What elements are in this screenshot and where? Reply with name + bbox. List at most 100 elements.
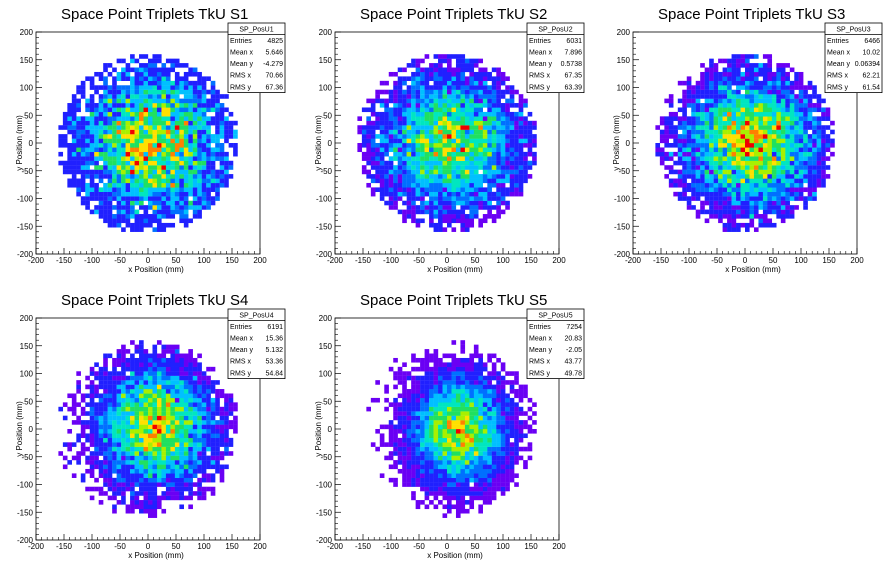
histogram-bin <box>762 107 768 113</box>
y-tick-label: -50 <box>618 167 630 176</box>
histogram-bin <box>429 67 434 73</box>
histogram-bin <box>170 125 176 130</box>
histogram-bin <box>731 178 737 184</box>
histogram-bin <box>469 111 475 117</box>
histogram-bin <box>532 156 537 161</box>
histogram-bin <box>402 107 407 113</box>
histogram-bin <box>713 200 719 206</box>
histogram-bin <box>411 491 416 496</box>
histogram-bin <box>134 76 140 81</box>
histogram-bin <box>429 187 434 192</box>
histogram-bin <box>411 76 416 81</box>
histogram-bin <box>496 182 501 188</box>
histogram-bin <box>745 107 750 113</box>
histogram-bin <box>415 174 421 179</box>
histogram-bin <box>455 76 461 81</box>
histogram-bin <box>794 80 799 86</box>
histogram-bin <box>482 125 488 130</box>
histogram-bin <box>67 169 72 175</box>
histogram-bin <box>112 508 117 514</box>
histogram-bin <box>402 214 407 219</box>
histogram-bin <box>821 125 826 130</box>
histogram-bin <box>794 129 799 135</box>
histogram-bin <box>170 196 176 201</box>
histogram-bin <box>438 178 443 184</box>
histogram-bin <box>192 103 198 108</box>
histogram-bin <box>406 76 412 81</box>
histogram-bin <box>98 143 104 148</box>
histogram-bin <box>112 437 117 443</box>
histogram-bin <box>478 165 483 170</box>
histogram-bin <box>192 371 198 376</box>
histogram-bin <box>433 178 439 184</box>
histogram-bin <box>188 200 193 206</box>
histogram-bin <box>148 513 153 518</box>
histogram-bin <box>103 191 108 197</box>
histogram-bin <box>197 111 202 117</box>
histogram-bin <box>509 191 515 197</box>
histogram-bin <box>165 147 171 153</box>
histogram-bin <box>103 67 108 73</box>
histogram-bin <box>228 160 234 166</box>
histogram-bin <box>183 134 189 139</box>
histogram-bin <box>215 125 220 130</box>
histogram-bin <box>668 98 674 104</box>
histogram-bin <box>201 111 207 117</box>
y-tick-label: 50 <box>323 111 332 120</box>
histogram-bin <box>219 455 225 461</box>
histogram-bin <box>397 143 403 148</box>
histogram-bin <box>762 98 768 104</box>
histogram-bin <box>125 169 131 175</box>
histogram-bin <box>487 107 492 113</box>
histogram-bin <box>116 200 122 206</box>
histogram-bin <box>718 129 723 135</box>
histogram-bin <box>514 165 519 170</box>
histogram-bin <box>473 71 479 77</box>
histogram-bin <box>411 218 416 224</box>
histogram-bin <box>215 424 220 430</box>
histogram-bin <box>161 67 167 73</box>
histogram-bin <box>183 451 189 456</box>
histogram-bin <box>134 178 140 184</box>
histogram-bin <box>107 200 113 206</box>
histogram-bin <box>745 67 750 73</box>
histogram-bin <box>411 196 416 201</box>
histogram-bin <box>375 165 380 170</box>
histogram-bin <box>460 125 466 130</box>
histogram-bin <box>406 129 412 135</box>
histogram-bin <box>745 138 750 144</box>
histogram-bin <box>179 429 184 434</box>
histogram-bin <box>677 174 683 179</box>
histogram-bin <box>98 85 104 90</box>
histogram-bin <box>438 156 443 161</box>
histogram-bin <box>152 357 158 363</box>
histogram-bin <box>509 129 515 135</box>
histogram-bin <box>174 442 180 447</box>
histogram-bin <box>103 187 108 192</box>
histogram-bin <box>98 371 104 376</box>
x-tick-label: -150 <box>653 256 670 265</box>
histogram-bin <box>210 200 216 206</box>
histogram-bin <box>402 147 407 153</box>
histogram-bin <box>798 85 804 90</box>
histogram-bin <box>179 187 184 192</box>
histogram-bin <box>677 182 683 188</box>
histogram-bin <box>438 76 443 81</box>
histogram-bin <box>505 178 510 184</box>
histogram-bin <box>156 54 162 59</box>
histogram-bin <box>447 508 452 514</box>
histogram-bin <box>447 63 452 68</box>
histogram-bin <box>152 504 158 510</box>
histogram-bin <box>148 468 153 474</box>
histogram-bin <box>518 156 524 161</box>
histogram-bin <box>206 393 211 399</box>
histogram-bin <box>379 151 385 157</box>
histogram-bin <box>682 89 687 95</box>
stats-row-value: 4825 <box>267 38 283 45</box>
histogram-bin <box>94 371 99 376</box>
histogram-bin <box>161 147 167 153</box>
histogram-bin <box>821 147 826 153</box>
histogram-bin <box>130 442 135 447</box>
histogram-bin <box>103 460 108 465</box>
histogram-bin <box>491 125 497 130</box>
